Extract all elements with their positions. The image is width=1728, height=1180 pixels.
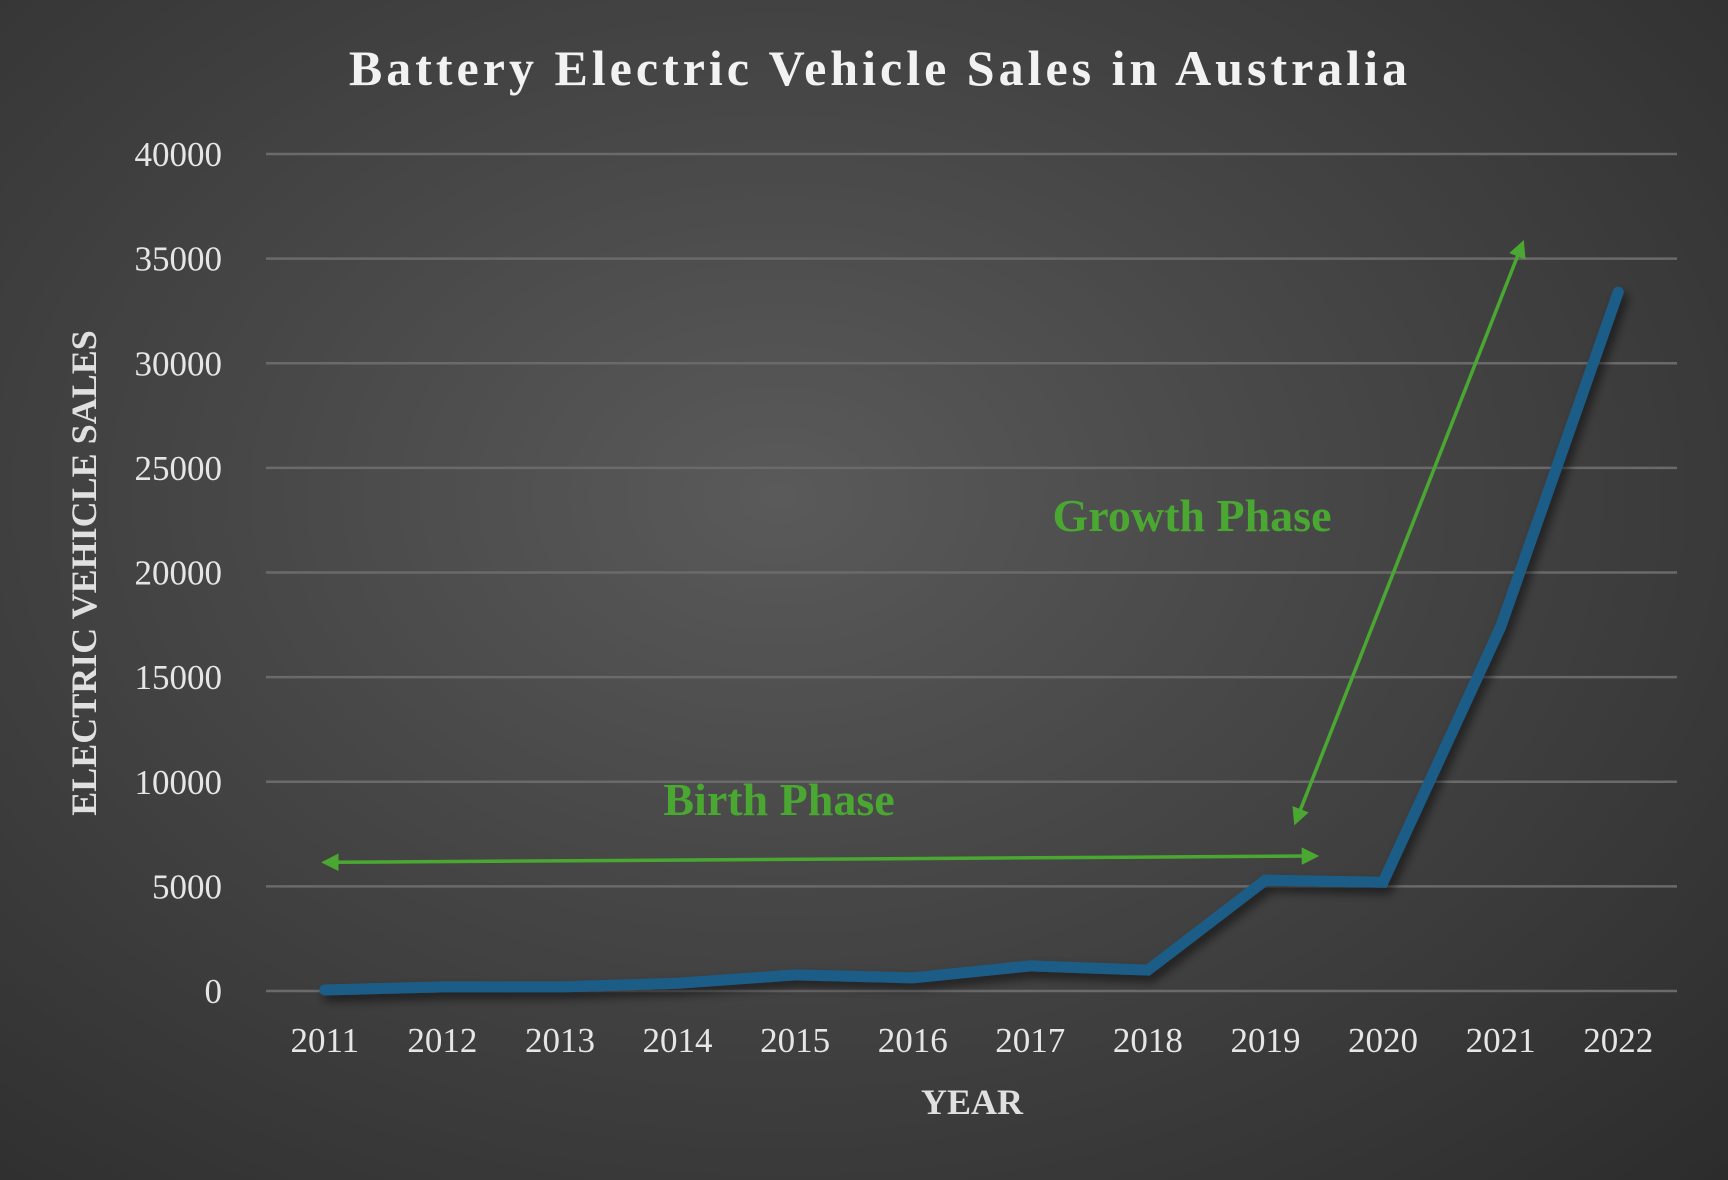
chart-title: Battery Electric Vehicle Sales in Austra…: [349, 40, 1411, 96]
y-tick-label: 5000: [152, 867, 222, 906]
y-tick-label: 40000: [135, 135, 223, 174]
x-tick-label: 2016: [878, 1021, 948, 1060]
growth-phase-label: Growth Phase: [1053, 490, 1332, 541]
gridlines: [266, 152, 1677, 993]
birth-phase-arrow: [321, 847, 1320, 872]
x-tick-label: 2012: [407, 1021, 477, 1060]
birth-phase-label: Birth Phase: [663, 774, 894, 825]
x-tick-label: 2022: [1583, 1021, 1653, 1060]
growth-phase-arrow: [1292, 240, 1526, 826]
x-tick-label: 2021: [1466, 1021, 1536, 1060]
x-tick-label: 2017: [995, 1021, 1065, 1060]
x-tick-label: 2018: [1113, 1021, 1183, 1060]
x-tick-label: 2015: [760, 1021, 830, 1060]
x-tick-label: 2013: [525, 1021, 595, 1060]
x-tick-label: 2014: [643, 1021, 713, 1060]
y-tick-labels: 0 5000 10000 15000 20000 25000 30000 35000 40000: [135, 135, 223, 1011]
x-tick-label: 2011: [290, 1021, 359, 1060]
series-line: [319, 286, 1624, 996]
x-tick-label: 2020: [1348, 1021, 1418, 1060]
y-tick-label: 0: [205, 972, 223, 1011]
y-tick-label: 35000: [135, 240, 223, 279]
series-layer: [319, 286, 1624, 996]
x-tick-label: 2019: [1230, 1021, 1300, 1060]
y-tick-label: 10000: [135, 763, 223, 802]
y-tick-label: 20000: [135, 554, 223, 593]
y-axis-label: ELECTRIC VEHICLE SALES: [64, 330, 104, 816]
y-tick-label: 30000: [135, 344, 223, 383]
x-axis-label: YEAR: [921, 1082, 1024, 1122]
x-tick-labels: 2011 2012 2013 2014 2015 2016 2017 2018 2019 2020…: [290, 1021, 1653, 1060]
annotations-layer: Birth Phase Growth Phase: [321, 240, 1526, 872]
y-tick-label: 15000: [135, 658, 223, 697]
y-tick-label: 25000: [135, 449, 223, 488]
